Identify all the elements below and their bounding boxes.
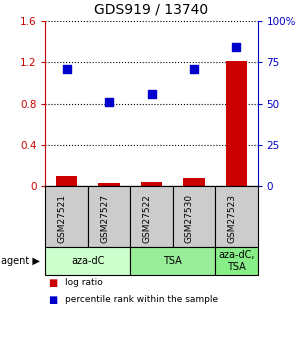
- Text: aza-dC,
TSA: aza-dC, TSA: [218, 250, 255, 272]
- Bar: [56, 176, 77, 186]
- Text: GSM27522: GSM27522: [142, 194, 152, 243]
- Text: aza-dC: aza-dC: [71, 256, 105, 266]
- Title: GDS919 / 13740: GDS919 / 13740: [95, 3, 208, 17]
- Text: ■: ■: [48, 278, 58, 288]
- Point: [149, 91, 154, 96]
- Point: [234, 45, 239, 50]
- Text: log ratio: log ratio: [65, 278, 103, 287]
- Bar: [183, 178, 205, 186]
- Text: GSM27530: GSM27530: [185, 194, 194, 243]
- Text: GSM27527: GSM27527: [100, 194, 109, 243]
- Bar: [141, 182, 162, 186]
- Text: TSA: TSA: [163, 256, 182, 266]
- Text: ■: ■: [48, 295, 58, 305]
- Bar: [98, 183, 120, 186]
- Text: GSM27521: GSM27521: [58, 194, 67, 243]
- Text: agent ▶: agent ▶: [1, 256, 39, 266]
- Bar: [226, 61, 247, 186]
- Point: [64, 66, 69, 71]
- Point: [191, 66, 196, 71]
- Text: GSM27523: GSM27523: [227, 194, 236, 243]
- Text: percentile rank within the sample: percentile rank within the sample: [65, 295, 218, 304]
- Point: [107, 99, 112, 105]
